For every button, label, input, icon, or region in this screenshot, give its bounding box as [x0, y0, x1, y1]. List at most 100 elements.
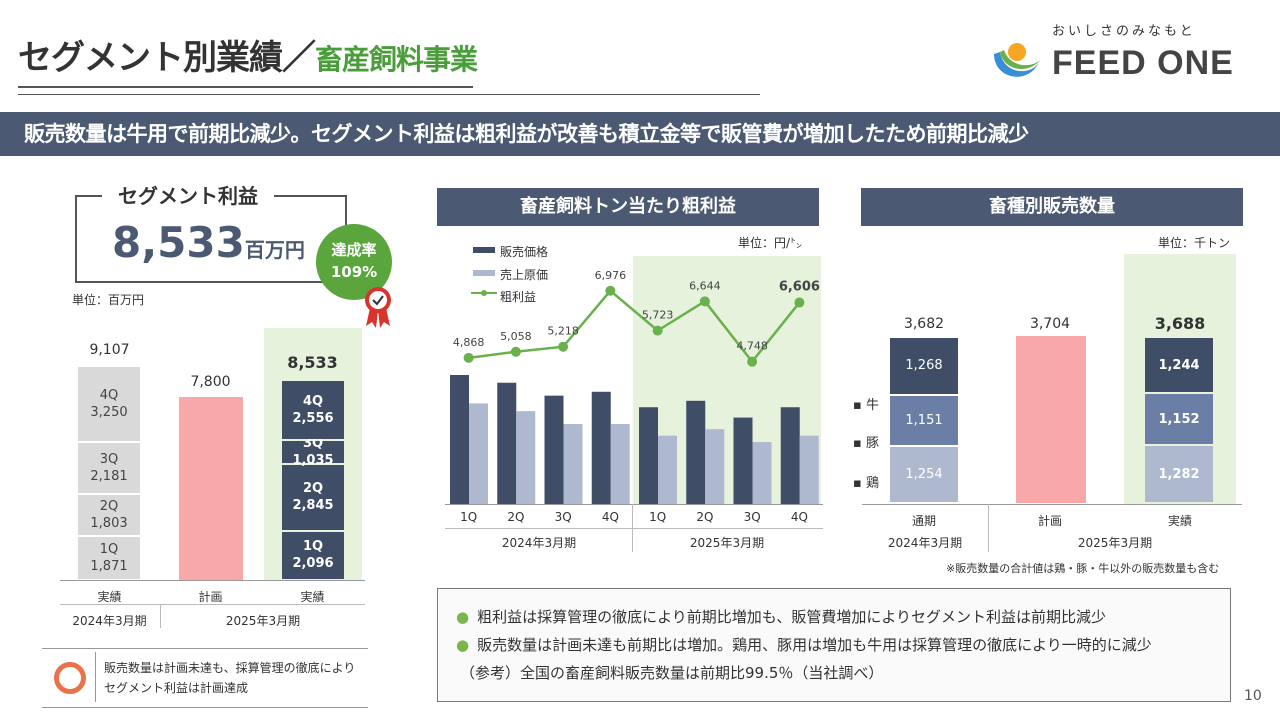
vol-2024-1: 1,151 [890, 395, 958, 446]
vol-group-2025: 2025年3月期 [1077, 536, 1153, 550]
gross-profit-label-1: 5,058 [500, 330, 532, 343]
group-label-2024: 2024年3月期 [72, 614, 147, 628]
bar-2025-2q: 2Q 2,845 [282, 464, 344, 530]
vol-2025-1: 1,152 [1145, 394, 1213, 445]
circle-mark-icon [54, 662, 86, 694]
volume-footnote: ※販売数量の合計値は鶏・豚・牛以外の販売数量も含む [946, 562, 1220, 575]
gross-profit-point-4 [652, 325, 663, 336]
logo-name: FEED ONE [1052, 44, 1234, 82]
vol-2024-0: 1,254 [890, 447, 958, 502]
bar-2024-2q: 2Q 1,803 [78, 494, 140, 536]
price-bar-4 [639, 407, 658, 504]
gross-profit-chart-title: 畜産飼料トン当たり粗利益 [437, 188, 819, 226]
cost-bar-6 [752, 442, 772, 504]
vol-2024-2: 1,268 [890, 338, 958, 394]
logo-mark-icon [994, 43, 1040, 77]
legend-gross: 粗利益 [500, 290, 537, 304]
cat-label-actual-2024: 実績 [97, 590, 122, 604]
price-bar-3 [591, 391, 611, 504]
price-bar-5 [686, 400, 706, 504]
gross-profit-point-0 [463, 352, 474, 363]
legend-price: 販売価格 [500, 245, 549, 259]
page-number: 10 [1244, 688, 1262, 704]
mid-axis-line-2 [445, 528, 823, 529]
bar-2024-4q: 4Q 3,250 [78, 367, 140, 442]
gross-profit-point-2 [558, 341, 569, 352]
total-label-2024: 9,107 [89, 342, 130, 358]
gross-profit-point-5 [699, 296, 710, 307]
cost-bar-3 [610, 424, 630, 504]
mid-group-2025: 2025年3月期 [689, 536, 765, 550]
price-bar-2 [544, 395, 564, 504]
mid-cat-7: 4Q [790, 510, 808, 524]
group-divider [160, 604, 161, 628]
axis-line [60, 580, 365, 581]
mid-cat-1: 2Q [507, 510, 525, 524]
vol-total-plan: 3,704 [1029, 316, 1071, 332]
mid-group-2024: 2024年3月期 [501, 536, 577, 550]
gross-profit-label-6: 4,748 [736, 340, 768, 353]
vol-plan-2025 [1016, 336, 1086, 503]
gross-profit-label-5: 6,644 [689, 279, 721, 292]
gross-profit-line [468, 289, 801, 364]
mid-group-divider [632, 504, 633, 552]
left-note-text: 販売数量は計画未達も、採算管理の徹底によりセグメント利益は計画達成 [104, 661, 356, 695]
mid-axis-line [445, 504, 823, 505]
vol-total-2025: 3,688 [1154, 314, 1206, 333]
mid-cat-5: 2Q [696, 510, 714, 524]
cost-bar-0 [469, 403, 488, 504]
right-axis-line [862, 504, 1242, 505]
legend-swatch-price [473, 247, 495, 253]
bar-2025-3q: 3Q 1,035 [282, 436, 344, 468]
mid-cat-3: 4Q [601, 510, 619, 524]
gross-profit-label-3: 6,976 [595, 269, 627, 282]
legend-cost: 売上原価 [500, 268, 549, 282]
price-bar-1 [497, 382, 517, 504]
cost-bar-4 [658, 435, 677, 504]
vol-group-divider [988, 504, 989, 552]
gross-profit-unit: 単位：円/㌧ [738, 236, 803, 250]
profit-value: 8,533百万円 [112, 218, 305, 267]
profit-title: セグメント利益 [102, 180, 274, 209]
legend-swatch-cost [473, 270, 495, 276]
gross-profit-point-3 [605, 285, 616, 296]
vol-group-2024: 2024年3月期 [887, 536, 963, 550]
group-label-2025: 2025年3月期 [225, 614, 301, 628]
legend-swatch-gross [471, 290, 497, 296]
legend-chicken: ▪ 鶏 [853, 476, 879, 491]
cat-label-plan-2025: 計画 [198, 590, 223, 604]
total-label-2025: 8,533 [287, 353, 338, 372]
cat-label-actual-2025: 実績 [300, 590, 325, 604]
cost-bar-5 [705, 429, 725, 504]
summary-banner: 販売数量は牛用で前期比減少。セグメント利益は粗利益が改善も積立金等で販管費が増加… [0, 112, 1280, 156]
cost-bar-2 [563, 424, 583, 504]
vol-total-2024: 3,682 [903, 316, 945, 332]
price-bar-0 [450, 375, 469, 504]
mid-cat-4: 1Q [649, 510, 667, 524]
left-note-divider [95, 652, 96, 702]
volume-unit: 単位：千トン [1158, 236, 1231, 250]
notes-box: ● 粗利益は採算管理の徹底により前期比増加も、販管費増加によりセグメント利益は前期… [437, 588, 1231, 702]
gross-profit-point-1 [510, 346, 521, 357]
note-3: （参考）全国の畜産飼料販売数量は前期比99.5％（当社調べ） [460, 664, 884, 682]
page-subtitle: 畜産飼料事業 [315, 43, 478, 76]
mid-cat-0: 1Q [460, 510, 478, 524]
vol-2025-2: 1,244 [1145, 338, 1213, 393]
gross-profit-point-7 [794, 297, 805, 308]
price-bar-7 [780, 407, 800, 504]
mid-cat-2: 3Q [554, 510, 572, 524]
gross-profit-chart: 4,868 5,058 5,218 6,976 5,723 6,644 4,748 6,606 [450, 269, 820, 504]
vol-cat-fy: 通期 [911, 514, 936, 528]
title-underline [18, 86, 473, 88]
legend-pig: ▪ 豚 [853, 436, 879, 451]
logo-tagline: おいしさのみなもと [1052, 24, 1196, 39]
gross-profit-point-6 [747, 356, 758, 367]
vol-2025-0: 1,282 [1145, 446, 1213, 502]
profit-unit-note: 単位：百万円 [72, 293, 145, 307]
cost-bar-1 [516, 411, 536, 504]
gross-profit-label-0: 4,868 [453, 336, 485, 349]
page-title: セグメント別業績／畜産飼料事業 [18, 38, 478, 78]
bar-2024-3q: 3Q 2,181 [78, 443, 140, 493]
legend-cattle: ▪ 牛 [853, 398, 879, 413]
vol-cat-actual: 実績 [1167, 514, 1192, 528]
